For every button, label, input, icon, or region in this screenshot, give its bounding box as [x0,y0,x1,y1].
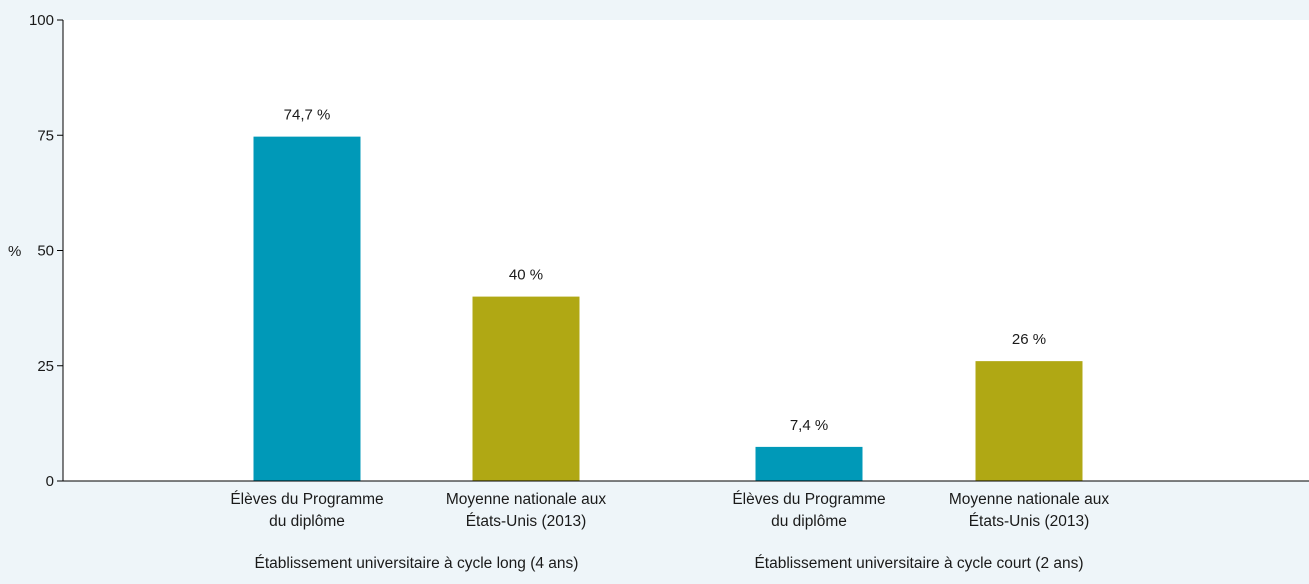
y-tick-label: 50 [37,243,54,260]
category-label: Élèves du Programme [230,491,383,508]
y-tick-label: 25 [37,358,54,375]
category-label: du diplôme [269,513,345,530]
category-label: du diplôme [771,513,847,530]
bar [253,136,361,481]
y-tick-label: 100 [29,12,54,29]
category-label: Moyenne nationale aux [949,491,1110,508]
category-label: Élèves du Programme [732,491,885,508]
bar [755,446,863,481]
bar-value-label: 7,4 % [790,417,828,434]
group-label: Établissement universitaire à cycle cour… [754,555,1083,572]
category-label: Moyenne nationale aux [446,491,607,508]
bar-value-label: 74,7 % [284,107,331,124]
category-label: États-Unis (2013) [466,513,587,530]
labels-layer: 74,7 % Élèves du Programme du diplôme 40 % M… [230,107,1109,572]
group-label: Établissement universitaire à cycle long… [255,555,579,572]
bar-value-label: 40 % [509,267,543,284]
y-tick-label: 0 [46,473,54,490]
plot-area [63,20,1309,481]
y-tick-label: 75 [37,127,54,144]
bar [472,296,580,481]
y-axis-label: % [8,243,21,260]
bars-layer [253,136,1083,481]
bar-value-label: 26 % [1012,331,1046,348]
bar [975,361,1083,481]
category-label: États-Unis (2013) [969,513,1090,530]
y-ticks-layer: 0 25 50 75 100 [29,12,63,490]
